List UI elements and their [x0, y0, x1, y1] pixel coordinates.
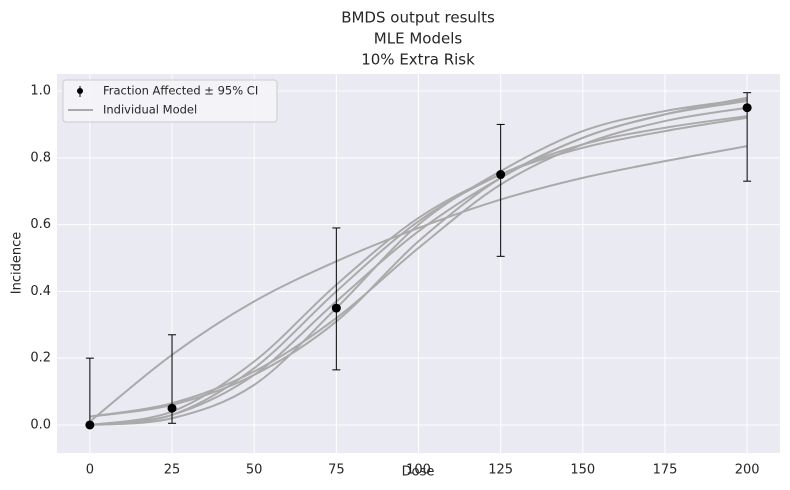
- data-point: [496, 170, 506, 180]
- model-curve: [89, 115, 748, 426]
- model-curve: [89, 145, 748, 423]
- legend-swatch: [77, 88, 83, 94]
- legend-label: Fraction Affected ± 95% CI: [103, 84, 258, 98]
- y-tick-label: 1.0: [30, 84, 51, 99]
- chart-title: BMDS output results: [341, 9, 495, 27]
- y-tick-label: 0.8: [30, 150, 51, 165]
- x-tick-label: 125: [488, 463, 513, 478]
- y-tick-label: 0.4: [30, 284, 51, 299]
- x-tick-label: 200: [735, 463, 760, 478]
- y-tick-label: 0.2: [30, 351, 51, 366]
- y-tick-label: 0.6: [30, 217, 51, 232]
- legend-box: [62, 79, 278, 123]
- x-axis-label: Dose: [402, 465, 435, 480]
- y-axis-label: Incidence: [10, 232, 25, 294]
- model-curve: [89, 106, 748, 418]
- model-curve: [89, 96, 748, 426]
- x-tick-label: 75: [328, 463, 345, 478]
- chart-title: MLE Models: [374, 30, 463, 48]
- model-curve: [89, 116, 748, 426]
- chart-title: 10% Extra Risk: [361, 51, 475, 69]
- x-tick-label: 0: [86, 463, 94, 478]
- x-tick-label: 175: [653, 463, 678, 478]
- data-point: [85, 420, 95, 430]
- model-curve: [89, 98, 748, 426]
- data-point: [742, 103, 752, 113]
- x-tick-label: 150: [570, 463, 595, 478]
- x-tick-label: 100: [406, 463, 431, 478]
- y-tick-label: 0.0: [30, 417, 51, 432]
- data-point: [331, 303, 341, 313]
- x-tick-label: 25: [164, 463, 181, 478]
- legend-label: Individual Model: [103, 103, 197, 117]
- data-point: [167, 403, 177, 413]
- x-tick-label: 50: [246, 463, 263, 478]
